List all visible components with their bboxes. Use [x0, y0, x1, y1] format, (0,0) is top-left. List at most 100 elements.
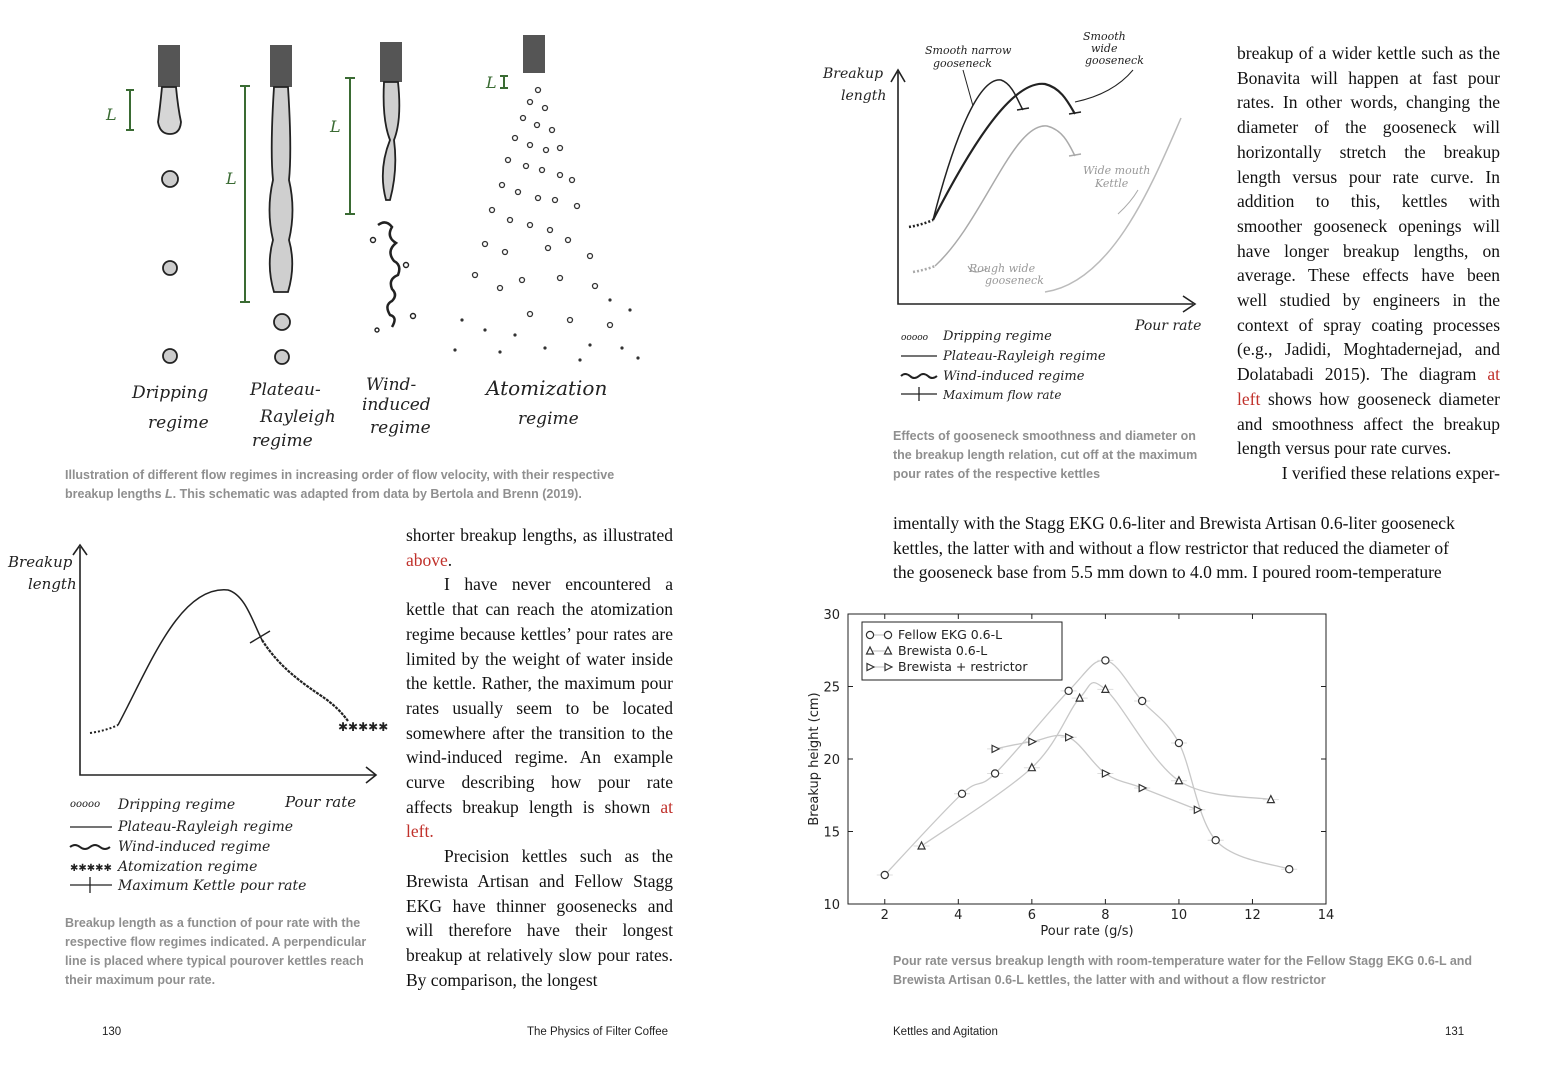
regime-label: induced [362, 395, 431, 415]
data-point [1065, 732, 1074, 742]
length-symbol: L [225, 169, 237, 188]
data-point [1174, 775, 1184, 785]
annotation-smooth-narrow: gooseneck [933, 57, 992, 70]
data-point [1137, 696, 1147, 706]
data-point [1027, 762, 1037, 772]
x-axis-label: Pour rate [284, 793, 356, 811]
x-tick-label: 6 [1028, 908, 1036, 923]
data-point [957, 789, 967, 798]
x-axis-label: Pour rate [1134, 318, 1201, 334]
y-tick-label: 20 [823, 753, 840, 768]
data-point [1101, 769, 1111, 778]
annotation-smooth-wide: wide [1091, 42, 1118, 55]
gooseneck-effects-sketch: Breakup length Pour rate Smooth narrow g… [822, 30, 1201, 402]
y-axis-label: Breakup [7, 553, 73, 571]
legend-item: Plateau-Rayleigh regime [942, 349, 1106, 364]
data-point [1174, 738, 1184, 748]
regime-label: regime [252, 431, 313, 451]
y-axis-label: Breakup [822, 66, 883, 82]
left-body-text: shorter breakup lengths, as illustrated … [406, 525, 673, 990]
sketch-legend: ooooo Dripping regime Plateau-Rayleigh r… [900, 329, 1106, 402]
data-point [1138, 783, 1148, 793]
right-column-text: breakup of a wider kettle such as the Bo… [1237, 43, 1500, 483]
data-point [1028, 737, 1038, 747]
regime-label: Atomization [484, 376, 607, 400]
breakup-curve-sketch: ✱✱✱✱✱ Breakup length Pour rate ooooo Dri… [7, 543, 388, 894]
x-tick-label: 4 [954, 908, 962, 923]
svg-text:✱✱✱✱✱: ✱✱✱✱✱ [70, 863, 112, 874]
running-header-chapter-title: Kettles and Agitation [893, 1026, 998, 1038]
regime-label: Dripping [131, 383, 208, 403]
data-point [1211, 835, 1220, 845]
y-axis-label: Breakup height (cm) [807, 692, 822, 825]
chart-ticks: 2 4 6 8 10 12 14 10 15 20 25 30 [823, 608, 1334, 923]
data-point [991, 744, 1001, 754]
data-point [1064, 686, 1073, 696]
data-point [917, 840, 927, 850]
legend-marker [866, 662, 876, 672]
legend-marker [883, 645, 893, 655]
legend-item: Wind-induced regime [943, 369, 1085, 384]
annotation-rough-wide: Rough wide [968, 262, 1036, 275]
data-point [1100, 684, 1110, 694]
legend-item: Wind-induced regime [118, 839, 270, 855]
right-full-width-text: imentally with the Stagg EKG 0.6-liter a… [893, 513, 1455, 583]
breakup-length-brackets [126, 75, 508, 303]
legend-label: Brewista + restrictor [898, 659, 1028, 674]
data-point [880, 870, 889, 880]
legend-box [861, 621, 1063, 681]
data-point [1266, 794, 1276, 804]
link-above[interactable]: above [406, 549, 448, 570]
data-point [990, 769, 1000, 778]
annotation-smooth-wide: Smooth [1083, 30, 1126, 43]
figure-caption-flow-regimes: Illustration of different flow regimes i… [65, 468, 615, 501]
legend-item: Plateau-Rayleigh regime [117, 819, 293, 835]
legend-item: Maximum Kettle pour rate [117, 878, 306, 894]
annotation-wide-mouth: Wide mouth [1083, 164, 1150, 177]
legend-marker [883, 630, 893, 640]
legend-label: Fellow EKG 0.6-L [898, 627, 1002, 642]
y-axis-label: length [28, 575, 77, 593]
atomization-spray [471, 86, 614, 329]
x-tick-label: 10 [1171, 908, 1188, 923]
y-axis-label: length [841, 88, 886, 104]
legend-marker [884, 662, 894, 672]
regime-label: Plateau- [249, 380, 321, 400]
sketch-legend: ooooo Dripping regime Plateau-Rayleigh r… [69, 797, 306, 894]
figure-caption-measurements: Pour rate versus breakup length with roo… [893, 954, 1473, 987]
y-tick-label: 10 [823, 898, 840, 913]
svg-text:ooooo: ooooo [901, 333, 929, 343]
flow-regimes-illustration: L L L L Dripping regime Plateau- Rayleig… [105, 35, 640, 451]
x-tick-label: 8 [1101, 908, 1109, 923]
length-symbol: L [485, 73, 497, 92]
series-line [884, 659, 1290, 876]
y-tick-label: 25 [823, 681, 840, 696]
legend-label: Brewista 0.6-L [898, 643, 987, 658]
data-point [1101, 656, 1110, 665]
annotation-smooth-wide: gooseneck [1085, 54, 1144, 67]
y-tick-label: 15 [823, 826, 840, 841]
figure-caption-breakup-curve: Breakup length as a function of pour rat… [65, 916, 367, 987]
left-page: L L L L Dripping regime Plateau- Rayleig… [7, 35, 673, 1038]
data-point [1193, 805, 1203, 815]
data-point [1075, 692, 1085, 702]
figure-caption-gooseneck: Effects of gooseneck smoothness and diam… [893, 429, 1198, 481]
length-symbol: L [105, 105, 117, 124]
right-page: Breakup length Pour rate Smooth narrow g… [783, 0, 1566, 1080]
x-tick-label: 14 [1318, 908, 1335, 923]
page-number: 131 [1445, 1026, 1465, 1038]
legend-item: Atomization regime [116, 859, 257, 875]
annotation-smooth-narrow: Smooth narrow [925, 44, 1012, 57]
y-tick-label: 30 [823, 608, 840, 623]
page-number: 130 [102, 1026, 122, 1038]
link-at-left[interactable]: at left. [406, 796, 673, 842]
x-axis-label: Pour rate (g/s) [1040, 924, 1133, 939]
legend-item: Dripping regime [942, 329, 1052, 344]
annotation-rough-wide: gooseneck [985, 274, 1044, 287]
regime-label: Wind- [366, 375, 416, 395]
link-at-left[interactable]: at left [1237, 364, 1500, 409]
regime-label: Rayleigh [259, 407, 336, 427]
regime-label: regime [148, 413, 209, 433]
x-tick-label: 12 [1244, 908, 1261, 923]
